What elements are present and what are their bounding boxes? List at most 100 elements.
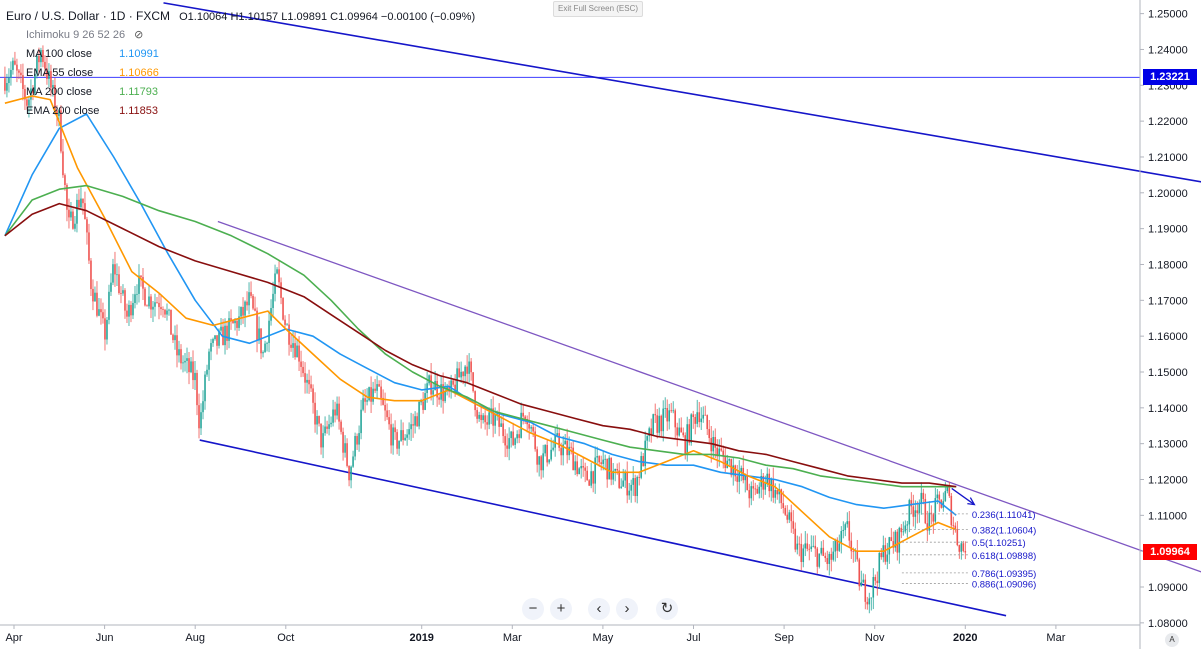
candle-body xyxy=(88,232,90,261)
candle xyxy=(634,474,636,503)
candle xyxy=(346,438,348,468)
candle xyxy=(954,522,957,533)
legend-ema200[interactable]: EMA 200 close 1.11853 xyxy=(6,102,475,121)
exit-fullscreen-button[interactable]: Exit Full Screen (ESC) xyxy=(553,1,644,17)
candle xyxy=(630,479,632,503)
candle-body xyxy=(680,427,682,433)
candle xyxy=(492,396,494,438)
candle xyxy=(260,328,262,360)
arrow-shaft xyxy=(951,487,975,506)
candle-body xyxy=(504,436,506,446)
reset-chart-button[interactable]: ↻ xyxy=(656,598,678,620)
candle-body xyxy=(226,325,228,341)
candle-body xyxy=(264,343,266,353)
candle-body xyxy=(902,531,905,533)
candle xyxy=(316,410,318,435)
auto-scale-button[interactable]: A xyxy=(1165,633,1179,647)
hidden-eye-icon[interactable]: ⊘ xyxy=(134,29,144,41)
candle-body xyxy=(26,99,28,106)
candle xyxy=(274,264,276,302)
candle xyxy=(534,426,536,452)
candle-body xyxy=(464,366,466,377)
candle xyxy=(858,557,861,591)
x-tick-label: May xyxy=(593,632,614,644)
candle xyxy=(740,465,743,482)
candle xyxy=(838,534,841,553)
candle xyxy=(568,436,570,461)
legend-ma200[interactable]: MA 200 close 1.11793 xyxy=(6,83,475,102)
zoom-in-button[interactable]: + xyxy=(550,598,572,620)
candle-body xyxy=(830,553,833,560)
legend-ma100[interactable]: MA 100 close 1.10991 xyxy=(6,45,475,64)
scroll-right-button[interactable]: › xyxy=(616,598,638,620)
candle xyxy=(574,455,576,476)
candle-body xyxy=(394,427,396,433)
candle-body xyxy=(948,487,951,496)
candle-body xyxy=(964,550,967,553)
candle-body xyxy=(306,379,308,383)
candle-body xyxy=(654,414,656,416)
candle-body xyxy=(434,380,436,391)
candle xyxy=(170,309,172,335)
candle-body xyxy=(210,343,212,352)
candle-body xyxy=(558,433,560,448)
candle-body xyxy=(330,422,332,425)
candle xyxy=(228,311,230,349)
candle xyxy=(386,403,388,420)
candle-body xyxy=(540,456,542,471)
candle xyxy=(398,440,400,456)
x-tick-label: 2019 xyxy=(409,632,433,644)
candle-body xyxy=(480,414,482,421)
candle xyxy=(704,405,707,416)
candle-body xyxy=(576,461,578,475)
candle-body xyxy=(828,553,831,564)
candle-body xyxy=(500,423,502,427)
candle xyxy=(962,540,965,553)
candle xyxy=(82,198,84,215)
candle xyxy=(820,541,823,556)
candle-body xyxy=(188,358,190,373)
candle xyxy=(684,432,686,460)
candle-body xyxy=(410,424,412,430)
candle-body xyxy=(84,203,86,220)
legend-ichimoku[interactable]: Ichimoku 9 26 52 26 ⊘ xyxy=(6,26,475,45)
candle xyxy=(406,429,408,446)
candle xyxy=(890,528,893,542)
candle-body xyxy=(866,601,869,605)
candle xyxy=(592,470,594,493)
candle xyxy=(620,478,622,489)
candle xyxy=(136,284,138,305)
candle xyxy=(400,419,402,442)
candle-body xyxy=(124,290,126,311)
candle-body xyxy=(166,310,168,315)
candle-body xyxy=(106,319,108,340)
candle xyxy=(692,410,694,429)
candle xyxy=(370,376,372,414)
candle xyxy=(604,454,606,471)
candle-body xyxy=(920,492,923,504)
candle-body xyxy=(934,498,937,522)
candle xyxy=(318,415,320,427)
candle-body xyxy=(732,465,735,476)
candle-body xyxy=(198,405,200,429)
symbol-row: Euro / U.S. Dollar · 1D · FXCM O1.10064 … xyxy=(6,7,475,26)
candle-body xyxy=(372,388,374,402)
legend-ema55[interactable]: EMA 55 close 1.10666 xyxy=(6,64,475,83)
candle-body xyxy=(60,110,62,152)
scroll-left-button[interactable]: ‹ xyxy=(588,598,610,620)
candle-body xyxy=(612,470,614,480)
candle-body xyxy=(350,466,352,481)
candle xyxy=(354,432,356,461)
candle-body xyxy=(374,388,376,391)
candle-body xyxy=(398,440,400,449)
candle xyxy=(924,493,927,525)
candle-body xyxy=(428,375,430,384)
candle-body xyxy=(588,480,590,486)
candle xyxy=(830,547,833,572)
zoom-out-button[interactable]: − xyxy=(522,598,544,620)
candle xyxy=(150,293,152,318)
candle xyxy=(584,462,586,483)
candle-body xyxy=(618,470,620,488)
